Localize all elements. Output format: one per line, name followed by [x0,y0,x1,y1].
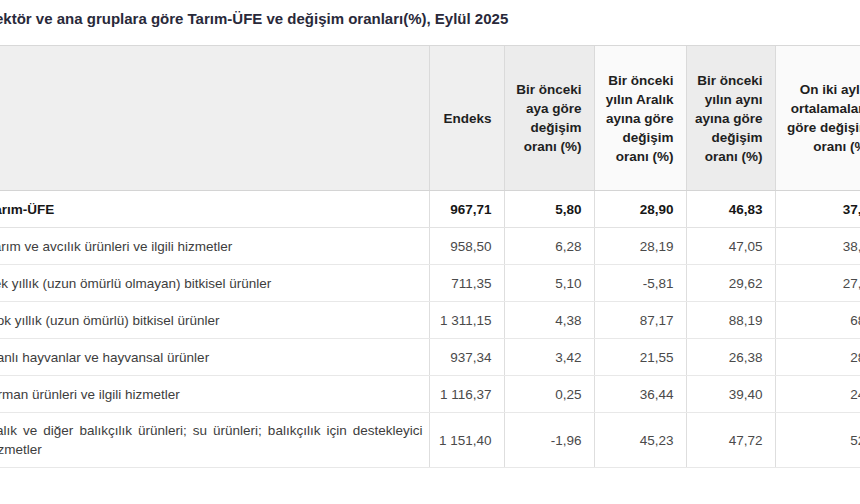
tarim-ufe-table: Endeks Bir önceki aya göre değişim oranı… [0,45,860,468]
table-row: Orman ürünleri ve ilgili hizmetler1 116,… [0,376,860,413]
table-row: Tek yıllık (uzun ömürlü olmayan) bitkise… [0,265,860,302]
column-header-sector [0,46,429,191]
cell-value: 27,0 [775,265,860,302]
cell-value: 29,62 [686,265,775,302]
table-row: Çok yıllık (uzun ömürlü) bitkisel ürünle… [0,302,860,339]
column-header-december-change: Bir önceki yılın Aralık ayına göre değiş… [594,46,686,191]
cell-value: 958,50 [429,228,504,265]
cell-value: 21,55 [594,339,686,376]
cell-value: 28,19 [594,228,686,265]
cell-value: 28,90 [594,191,686,228]
cell-value: 5,80 [504,191,594,228]
cell-value: -1,96 [504,413,594,468]
row-label: Tarım-ÜFE [0,191,429,228]
cell-value: 36,44 [594,376,686,413]
column-header-endeks: Endeks [429,46,504,191]
clipped-content-area: Sektör ve ana gruplara göre Tarım-ÜFE ve… [0,0,860,468]
cell-value: 711,35 [429,265,504,302]
cell-value: 4,38 [504,302,594,339]
cell-value: 3,42 [504,339,594,376]
bulletin-page: Sektör ve ana gruplara göre Tarım-ÜFE ve… [0,0,860,504]
cell-value: 937,34 [429,339,504,376]
cell-value: 1 151,40 [429,413,504,468]
cell-value: 37,9 [775,191,860,228]
cell-value: 46,83 [686,191,775,228]
column-header-twelve-month-avg-change: On iki aylık ortalamalara göre değişim o… [775,46,860,191]
cell-value: 1 116,37 [429,376,504,413]
cell-value: 47,72 [686,413,775,468]
row-label: Canlı hayvanlar ve hayvansal ürünler [0,339,429,376]
cell-value: 87,17 [594,302,686,339]
cell-value: 88,19 [686,302,775,339]
cell-value: 52, [775,413,860,468]
row-label: Tek yıllık (uzun ömürlü olmayan) bitkise… [0,265,429,302]
table-row: Canlı hayvanlar ve hayvansal ürünler937,… [0,339,860,376]
cell-value: 68, [775,302,860,339]
table-row: Tarım-ÜFE967,715,8028,9046,8337,9 [0,191,860,228]
cell-value: 39,40 [686,376,775,413]
table-row: Balık ve diğer balıkçılık ürünleri; su ü… [0,413,860,468]
column-header-annual-change: Bir önceki yılın aynı ayına göre değişim… [686,46,775,191]
column-header-monthly-change: Bir önceki aya göre değişim oranı (%) [504,46,594,191]
row-label: Tarım ve avcılık ürünleri ve ilgili hizm… [0,228,429,265]
cell-value: 26,38 [686,339,775,376]
cell-value: 967,71 [429,191,504,228]
cell-value: 47,05 [686,228,775,265]
cell-value: 24, [775,376,860,413]
cell-value: 45,23 [594,413,686,468]
row-label: Çok yıllık (uzun ömürlü) bitkisel ürünle… [0,302,429,339]
cell-value: 38,0 [775,228,860,265]
cell-value: 5,10 [504,265,594,302]
header-row: Endeks Bir önceki aya göre değişim oranı… [0,46,860,191]
table-title: Sektör ve ana gruplara göre Tarım-ÜFE ve… [0,0,860,29]
cell-value: -5,81 [594,265,686,302]
cell-value: 6,28 [504,228,594,265]
cell-value: 0,25 [504,376,594,413]
cell-value: 1 311,15 [429,302,504,339]
table-body: Tarım-ÜFE967,715,8028,9046,8337,9Tarım v… [0,191,860,468]
row-label: Orman ürünleri ve ilgili hizmetler [0,376,429,413]
row-label: Balık ve diğer balıkçılık ürünleri; su ü… [0,413,429,468]
cell-value: 28, [775,339,860,376]
table-row: Tarım ve avcılık ürünleri ve ilgili hizm… [0,228,860,265]
